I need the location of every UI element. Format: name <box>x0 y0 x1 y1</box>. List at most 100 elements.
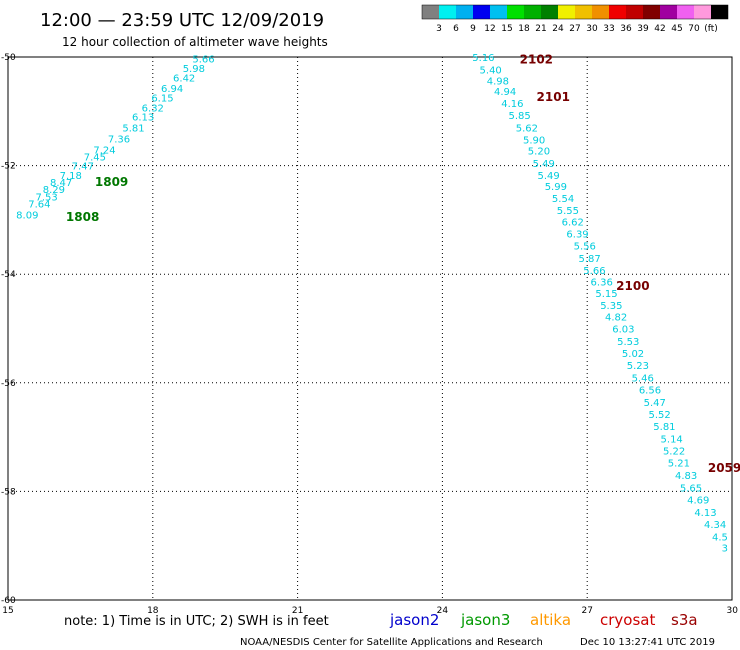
swh-point: 5.62 <box>516 124 538 135</box>
colorbar-swatch <box>490 5 507 19</box>
colorbar-label: 3 <box>436 24 442 34</box>
time-labels: 1808 1809 2102 2101 2100 2059 <box>66 53 740 475</box>
colorbar-swatch <box>660 5 677 19</box>
swh-point: 5.66 <box>192 55 214 66</box>
swh-point: 4.69 <box>687 496 709 507</box>
swh-point: 3 <box>722 543 728 554</box>
time-label: 2101 <box>537 90 570 104</box>
y-tick-label: -50 <box>1 53 16 63</box>
swh-point: 5.40 <box>480 65 502 76</box>
time-label: 2102 <box>520 53 553 67</box>
colorbar-label: 15 <box>501 24 512 34</box>
swh-point: 8.47 <box>50 178 72 189</box>
swh-point: 8.29 <box>43 185 65 196</box>
x-axis-ticks: 15 18 21 24 27 30 <box>2 606 738 616</box>
footer-timestamp: Dec 10 13:27:41 UTC 2019 <box>580 637 715 648</box>
colorbar-swatch <box>609 5 626 19</box>
swh-point: 5.98 <box>183 64 205 75</box>
swh-point: 5.53 <box>617 337 639 348</box>
swh-point: 6.13 <box>132 113 154 124</box>
note-text: note: 1) Time is in UTC; 2) SWH is in fe… <box>64 614 329 629</box>
swh-point: 5.49 <box>537 171 559 182</box>
swh-point: 4.5 <box>712 532 728 543</box>
colorbar-label: 24 <box>552 24 564 34</box>
colorbar-swatch <box>422 5 439 19</box>
swh-point: 6.56 <box>639 385 661 396</box>
swh-point: 5.54 <box>552 194 574 205</box>
swh-point: 5.02 <box>622 349 644 360</box>
swh-point: 5.87 <box>578 254 600 265</box>
swh-point: 7.36 <box>108 134 130 145</box>
time-label: 2100 <box>616 279 649 293</box>
y-tick-label: -56 <box>1 379 16 389</box>
swh-point: 5.15 <box>595 289 617 300</box>
time-label: 2059 <box>708 461 740 475</box>
swh-point: 4.98 <box>487 76 509 87</box>
colorbar-swatch <box>626 5 643 19</box>
swh-point: 7.24 <box>93 145 115 156</box>
colorbar-swatch <box>439 5 456 19</box>
swh-point: 5.49 <box>533 159 555 170</box>
swh-point: 5.20 <box>528 146 550 157</box>
grid-lines <box>8 57 732 600</box>
colorbar-swatch <box>643 5 660 19</box>
swh-point: 4.83 <box>675 471 697 482</box>
plot-frame <box>7 56 733 601</box>
x-tick-label: 15 <box>2 606 13 616</box>
y-tick-label: -60 <box>1 596 16 606</box>
swh-point: 4.34 <box>704 520 726 531</box>
colorbar-label: (ft) <box>704 24 718 34</box>
swh-point: 5.99 <box>545 182 567 193</box>
swh-point: 7.53 <box>35 193 57 204</box>
swh-point: 5.90 <box>523 136 545 147</box>
colorbar-label: 18 <box>518 24 530 34</box>
x-tick-label: 24 <box>437 606 449 616</box>
colorbar-label: 30 <box>586 24 598 34</box>
x-tick-label: 18 <box>147 606 159 616</box>
swh-point: 5.52 <box>648 410 670 421</box>
swh-point: 5.55 <box>557 206 579 217</box>
y-tick-label: -54 <box>1 270 16 280</box>
satellite-name: jason3 <box>460 611 510 629</box>
swh-point: 5.21 <box>668 459 690 470</box>
colorbar-label: 70 <box>688 24 700 34</box>
swh-point: 6.94 <box>161 84 183 95</box>
swh-point: 5.22 <box>663 447 685 458</box>
swh-point: 6.36 <box>591 277 613 288</box>
colorbar-swatch <box>524 5 541 19</box>
chart-title: 12:00 — 23:59 UTC 12/09/2019 <box>40 10 324 31</box>
colorbar-label: 39 <box>637 24 649 34</box>
colorbar-swatch <box>677 5 694 19</box>
swh-point: 6.42 <box>173 74 195 85</box>
colorbar-label: 27 <box>569 24 580 34</box>
swh-point: 4.82 <box>605 313 627 324</box>
swh-point: 5.16 <box>472 53 494 64</box>
swh-point: 5.46 <box>632 373 654 384</box>
swh-point: 5.81 <box>122 124 144 135</box>
plot-area: 15 18 21 24 27 30 -50 -52 -54 -56 -58 -60 8.097.64… <box>1 53 740 616</box>
swh-point: 5.66 <box>583 266 605 277</box>
colorbar-legend: 3 6 9 12 15 18 21 24 27 30 33 36 39 42 45 70 (ft) <box>421 4 729 34</box>
y-tick-label: -52 <box>1 162 16 172</box>
swh-point: 5.65 <box>680 484 702 495</box>
swh-point: 5.14 <box>661 435 683 446</box>
colorbar-swatch <box>575 5 592 19</box>
swh-point: 4.13 <box>694 508 716 519</box>
footer-credit: NOAA/NESDIS Center for Satellite Applica… <box>240 637 543 648</box>
swh-point: 7.47 <box>72 162 94 173</box>
swh-point: 7.45 <box>84 152 106 163</box>
swh-point: 5.56 <box>574 241 596 252</box>
colorbar-swatch <box>456 5 473 19</box>
colorbar-swatch <box>694 5 711 19</box>
colorbar-swatch <box>558 5 575 19</box>
colorbar-label: 45 <box>671 24 682 34</box>
colorbar-label: 12 <box>484 24 495 34</box>
satellite-name: s3a <box>671 611 698 629</box>
colorbar-label: 21 <box>535 24 546 34</box>
swh-point: 6.62 <box>562 218 584 229</box>
swh-point: 5.81 <box>653 422 675 433</box>
x-tick-label: 30 <box>727 606 739 616</box>
swh-point: 6.03 <box>612 325 634 336</box>
satellite-name: altika <box>530 611 571 629</box>
